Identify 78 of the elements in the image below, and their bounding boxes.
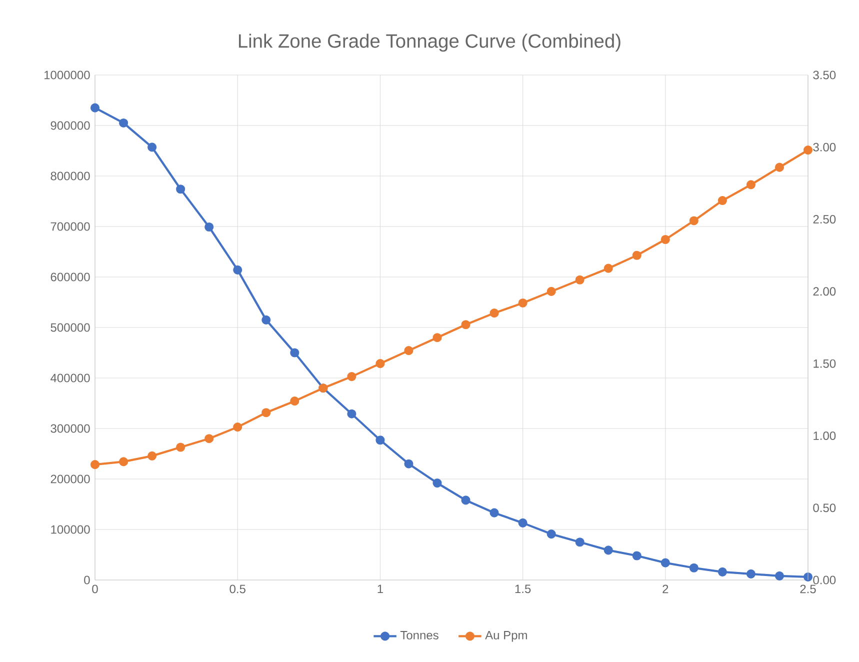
point — [604, 546, 613, 555]
point — [546, 286, 556, 296]
y2-tick-label: 1.00 — [814, 431, 836, 440]
y-tick-label: 0 — [84, 576, 90, 584]
x-tick-label: 2.5 — [800, 584, 816, 594]
point — [689, 216, 698, 226]
y2-tick-label: 3.00 — [813, 142, 836, 152]
point — [90, 103, 100, 112]
point — [689, 563, 698, 572]
point — [90, 460, 100, 470]
point — [290, 348, 300, 358]
point — [290, 396, 300, 406]
legend-label: Tonnes — [400, 631, 438, 640]
y2-tick-label: 3.50 — [813, 70, 836, 80]
point — [176, 442, 186, 452]
point — [233, 265, 242, 274]
point — [518, 298, 528, 308]
point — [376, 436, 385, 445]
y2-tick-label: 1.50 — [814, 359, 836, 368]
point — [118, 457, 128, 466]
point — [262, 408, 271, 418]
point — [432, 333, 442, 342]
point — [176, 184, 186, 194]
point — [660, 558, 670, 568]
point — [518, 518, 528, 528]
x-tick-label: 1 — [378, 584, 383, 593]
point — [461, 496, 470, 505]
point — [718, 567, 727, 576]
point — [204, 434, 214, 444]
x-tick-label: 0 — [92, 584, 98, 594]
y-tick-label: 800000 — [50, 172, 90, 180]
point — [490, 308, 499, 318]
x-tick-label: 0.5 — [230, 584, 246, 594]
x-tick-label: 2 — [662, 584, 668, 594]
point — [262, 315, 271, 324]
point — [148, 451, 157, 460]
point — [746, 569, 756, 578]
y-tick-label: 1000000 — [44, 70, 90, 80]
point — [490, 508, 499, 518]
y-tick-label: 700000 — [50, 222, 90, 231]
point — [604, 264, 613, 273]
point — [404, 346, 414, 356]
y2-tick-label: 0.00 — [813, 576, 836, 584]
point — [148, 142, 157, 152]
y2-tick-label: 2.00 — [813, 287, 836, 296]
point — [432, 478, 442, 488]
x-tick-label: 1.5 — [515, 584, 531, 594]
y2-tick-label: 2.50 — [813, 215, 836, 224]
point — [575, 275, 584, 284]
legend-label: Au Ppm — [485, 631, 527, 642]
point — [803, 572, 813, 582]
chart-title: Link Zone Grade Tonnage Curve (Combined) — [238, 34, 620, 52]
point — [404, 459, 414, 468]
y-tick-label: 600000 — [50, 272, 90, 282]
point — [575, 538, 584, 547]
point — [233, 422, 242, 432]
point — [376, 359, 385, 368]
y-tick-label: 200000 — [50, 474, 90, 484]
point — [803, 145, 813, 155]
point — [118, 118, 128, 128]
point — [347, 409, 356, 418]
y-tick-label: 400000 — [50, 374, 90, 382]
point — [461, 320, 470, 330]
point — [774, 162, 784, 172]
y-tick-label: 300000 — [50, 424, 90, 433]
point — [632, 551, 642, 560]
point — [718, 196, 727, 206]
y-tick-label: 500000 — [50, 323, 90, 332]
point — [660, 234, 670, 244]
y2-tick-label: 0.50 — [813, 504, 836, 512]
point — [774, 571, 784, 580]
point — [546, 530, 556, 539]
point — [204, 222, 214, 232]
point — [632, 250, 642, 260]
y-tick-label: 100000 — [51, 525, 90, 534]
point — [746, 180, 756, 190]
y-tick-label: 900000 — [50, 121, 90, 130]
point — [347, 372, 356, 382]
